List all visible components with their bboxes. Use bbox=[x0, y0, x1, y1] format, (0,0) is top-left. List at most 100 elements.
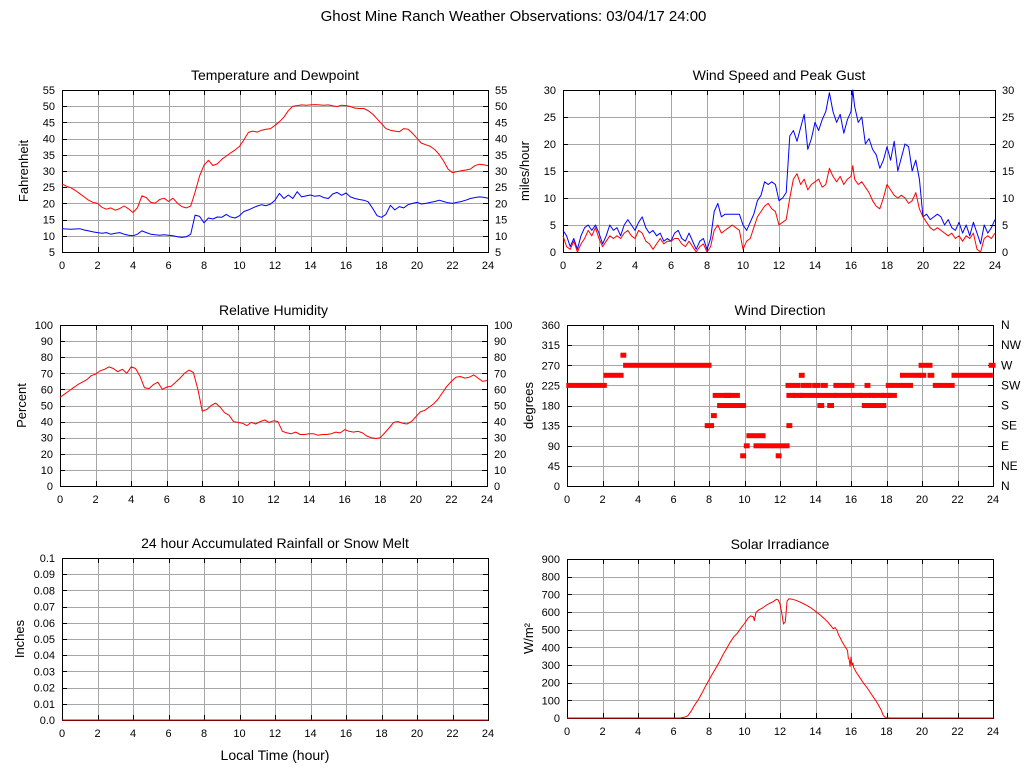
rainfall-xlabel: Local Time (hour) bbox=[221, 747, 330, 763]
temperature-dewpoint-ytick-label-right: 25 bbox=[495, 182, 507, 194]
rainfall-ytick-label: 0.09 bbox=[34, 569, 55, 581]
wind-speed-gust-ytick-label-right: 15 bbox=[1002, 166, 1014, 178]
relative-humidity-ytick-label-right: 70 bbox=[494, 368, 506, 380]
relative-humidity-xtick-label: 24 bbox=[481, 494, 493, 506]
temperature-dewpoint-xtick-label: 22 bbox=[446, 260, 458, 272]
solar-irradiance-xtick-label: 14 bbox=[809, 726, 821, 738]
relative-humidity-xtick-label: 16 bbox=[339, 494, 351, 506]
relative-humidity-ytick-label-right: 20 bbox=[494, 449, 506, 461]
solar-irradiance-xtick-label: 20 bbox=[916, 726, 928, 738]
page-title: Ghost Mine Ranch Weather Observations: 0… bbox=[320, 8, 707, 25]
relative-humidity-ylabel: Percent bbox=[14, 383, 29, 428]
rainfall-xtick-label: 0 bbox=[59, 728, 65, 740]
wind-speed-gust-xtick-label: 10 bbox=[737, 260, 749, 272]
relative-humidity-xtick-label: 18 bbox=[374, 494, 386, 506]
solar-irradiance-xtick-label: 2 bbox=[599, 726, 605, 738]
wind-direction-compass-label: NW bbox=[1001, 338, 1022, 352]
solar-irradiance-ytick-label: 900 bbox=[542, 554, 560, 566]
solar-irradiance-series-solar bbox=[567, 598, 993, 719]
temperature-dewpoint-xtick-label: 6 bbox=[165, 260, 171, 272]
wind-speed-gust-series-peak-gust bbox=[562, 89, 996, 250]
wind-direction-title: Wind Direction bbox=[734, 302, 825, 318]
solar-irradiance-ytick-label: 0 bbox=[554, 713, 560, 725]
wind-direction-compass-label: S bbox=[1001, 399, 1009, 413]
wind-speed-gust-ytick-label: 20 bbox=[544, 139, 556, 151]
relative-humidity-ytick-label: 0 bbox=[47, 481, 53, 493]
rainfall-xtick-label: 8 bbox=[201, 728, 207, 740]
wind-direction-compass-label: E bbox=[1001, 439, 1009, 453]
wind-speed-gust-xtick-label: 0 bbox=[560, 260, 566, 272]
wind-direction-xtick-label: 16 bbox=[845, 494, 857, 506]
relative-humidity-ytick-label: 70 bbox=[41, 368, 53, 380]
wind-speed-gust-ylabel: miles/hour bbox=[517, 140, 532, 201]
relative-humidity-xtick-label: 12 bbox=[267, 494, 279, 506]
wind-speed-gust-xtick-label: 18 bbox=[881, 260, 893, 272]
solar-irradiance-xtick-label: 24 bbox=[987, 726, 999, 738]
relative-humidity-ytick-label-right: 100 bbox=[494, 320, 512, 332]
relative-humidity-xtick-label: 14 bbox=[303, 494, 315, 506]
temperature-dewpoint-ylabel: Fahrenheit bbox=[16, 140, 31, 203]
wind-direction-xtick-label: 4 bbox=[635, 494, 641, 506]
temperature-dewpoint-xtick-label: 0 bbox=[59, 260, 65, 272]
solar-irradiance-xtick-label: 16 bbox=[845, 726, 857, 738]
rainfall-ytick-label: 0.01 bbox=[34, 699, 55, 711]
temperature-dewpoint-xtick-label: 10 bbox=[233, 260, 245, 272]
rainfall-ytick-label: 0.0 bbox=[40, 715, 55, 727]
temperature-dewpoint-xtick-label: 4 bbox=[130, 260, 136, 272]
wind-direction-ytick-label: 360 bbox=[542, 320, 560, 332]
relative-humidity-xtick-label: 10 bbox=[232, 494, 244, 506]
temperature-dewpoint-ytick-label-right: 5 bbox=[495, 247, 501, 259]
wind-direction-xtick-label: 8 bbox=[706, 494, 712, 506]
relative-humidity-xtick-label: 20 bbox=[410, 494, 422, 506]
rainfall-xtick-label: 16 bbox=[340, 728, 352, 740]
solar-irradiance-xtick-label: 8 bbox=[706, 726, 712, 738]
temperature-dewpoint-grid bbox=[62, 90, 488, 252]
wind-speed-gust-xtick-label: 6 bbox=[668, 260, 674, 272]
temperature-dewpoint-xtick-label: 2 bbox=[94, 260, 100, 272]
rainfall-xtick-label: 10 bbox=[233, 728, 245, 740]
temperature-dewpoint-title: Temperature and Dewpoint bbox=[191, 67, 359, 83]
rainfall-xtick-label: 4 bbox=[130, 728, 136, 740]
temperature-dewpoint-xtick-label: 8 bbox=[201, 260, 207, 272]
solar-irradiance-xtick-label: 10 bbox=[738, 726, 750, 738]
relative-humidity-ytick-label-right: 10 bbox=[494, 465, 506, 477]
relative-humidity-ytick-label: 60 bbox=[41, 384, 53, 396]
wind-speed-gust-ytick-label: 5 bbox=[550, 220, 556, 232]
temperature-dewpoint-ytick-label-right: 15 bbox=[495, 215, 507, 227]
relative-humidity-xtick-label: 8 bbox=[199, 494, 205, 506]
relative-humidity-ytick-label: 50 bbox=[41, 401, 53, 413]
relative-humidity-xtick-label: 2 bbox=[93, 494, 99, 506]
solar-irradiance-xtick-label: 6 bbox=[670, 726, 676, 738]
relative-humidity-ytick-label: 40 bbox=[41, 417, 53, 429]
chart-rainfall: 0 2 4 6 8 10 12 14 16 18 20 22 240.00.010.020.030.04… bbox=[12, 535, 494, 763]
relative-humidity-ytick-label: 10 bbox=[41, 465, 53, 477]
relative-humidity-ytick-label: 30 bbox=[41, 433, 53, 445]
rainfall-xtick-label: 12 bbox=[269, 728, 281, 740]
wind-direction-ytick-label: 45 bbox=[548, 461, 560, 473]
solar-irradiance-xtick-label: 4 bbox=[635, 726, 641, 738]
solar-irradiance-grid bbox=[567, 559, 993, 718]
wind-direction-compass-label: N bbox=[1001, 318, 1010, 332]
rainfall-ytick-label: 0.04 bbox=[34, 650, 55, 662]
solar-irradiance-xtick-label: 12 bbox=[774, 726, 786, 738]
relative-humidity-title: Relative Humidity bbox=[219, 302, 328, 318]
wind-speed-gust-ytick-label: 0 bbox=[550, 247, 556, 259]
rainfall-xtick-label: 22 bbox=[446, 728, 458, 740]
solar-irradiance-ytick-label: 200 bbox=[542, 678, 560, 690]
wind-speed-gust-ytick-label-right: 10 bbox=[1002, 193, 1014, 205]
wind-speed-gust-xtick-label: 4 bbox=[632, 260, 638, 272]
wind-speed-gust-ytick-label-right: 0 bbox=[1002, 247, 1008, 259]
rainfall-xtick-label: 2 bbox=[94, 728, 100, 740]
relative-humidity-ytick-label-right: 50 bbox=[494, 401, 506, 413]
temperature-dewpoint-ytick-label: 40 bbox=[43, 134, 55, 146]
temperature-dewpoint-ytick-label-right: 20 bbox=[495, 198, 507, 210]
solar-irradiance-plot-area bbox=[567, 559, 994, 719]
relative-humidity-ytick-label-right: 40 bbox=[494, 417, 506, 429]
temperature-dewpoint-ytick-label: 35 bbox=[43, 150, 55, 162]
rainfall-xtick-label: 14 bbox=[304, 728, 316, 740]
